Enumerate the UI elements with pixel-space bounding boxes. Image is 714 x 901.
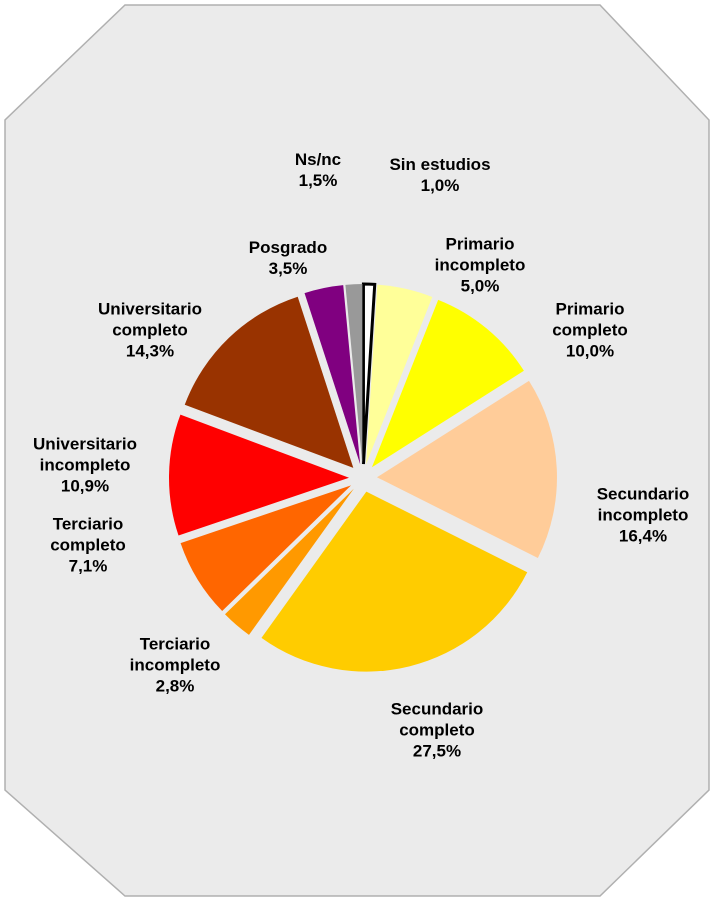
category-label: Universitario incompleto: [33, 434, 137, 475]
value-label: 10,9%: [60, 476, 110, 496]
slice-label: Terciario completo 7,1%: [23, 514, 153, 577]
slice-label: Terciario incompleto 2,8%: [110, 634, 240, 697]
value-label: 5,0%: [460, 276, 500, 296]
value-label: 10,0%: [565, 341, 615, 361]
category-label: Terciario completo: [50, 514, 126, 555]
category-label: Posgrado: [248, 238, 328, 257]
value-label: 3,5%: [268, 259, 308, 278]
slice-label: Universitario incompleto 10,9%: [20, 434, 150, 497]
value-label: 1,0%: [420, 176, 460, 195]
pie-slice: [361, 282, 377, 465]
value-label: 14,3%: [125, 341, 175, 361]
category-label: Secundario completo: [390, 699, 484, 740]
pie-slice: [366, 284, 433, 465]
slice-label: Secundario completo 27,5%: [372, 699, 502, 762]
pie-slice: [225, 488, 354, 635]
pie-slice: [376, 380, 557, 559]
value-label: 27,5%: [412, 741, 462, 761]
category-label: Primario completo: [552, 299, 628, 340]
pie-slice: [261, 491, 528, 672]
category-label: Secundario incompleto: [596, 484, 690, 525]
pie-slice: [169, 414, 350, 536]
category-label: Ns/nc: [294, 150, 342, 169]
value-label: 16,4%: [618, 526, 668, 546]
slice-label: Primario completo 10,0%: [525, 299, 655, 362]
category-label: Terciario incompleto: [129, 634, 221, 675]
value-label: 2,8%: [155, 676, 195, 696]
value-label: 1,5%: [298, 171, 338, 190]
slice-label: Posgrado 3,5%: [223, 237, 353, 279]
slice-label: Sin estudios 1,0%: [375, 154, 505, 196]
pie-slice: [345, 284, 363, 465]
slice-label: Ns/nc 1,5%: [253, 149, 383, 191]
pie-slice: [304, 285, 361, 465]
category-label: Universitario completo: [98, 299, 202, 340]
pie-slice: [180, 485, 352, 611]
category-label: Primario incompleto: [434, 234, 526, 275]
pie-slice: [184, 296, 354, 468]
category-label: Sin estudios: [389, 155, 491, 174]
slice-label: Universitario completo 14,3%: [85, 299, 215, 362]
slice-label: Secundario incompleto 16,4%: [578, 484, 708, 547]
pie-slice: [371, 299, 524, 468]
slice-label: Primario incompleto 5,0%: [415, 234, 545, 297]
value-label: 7,1%: [68, 556, 108, 576]
